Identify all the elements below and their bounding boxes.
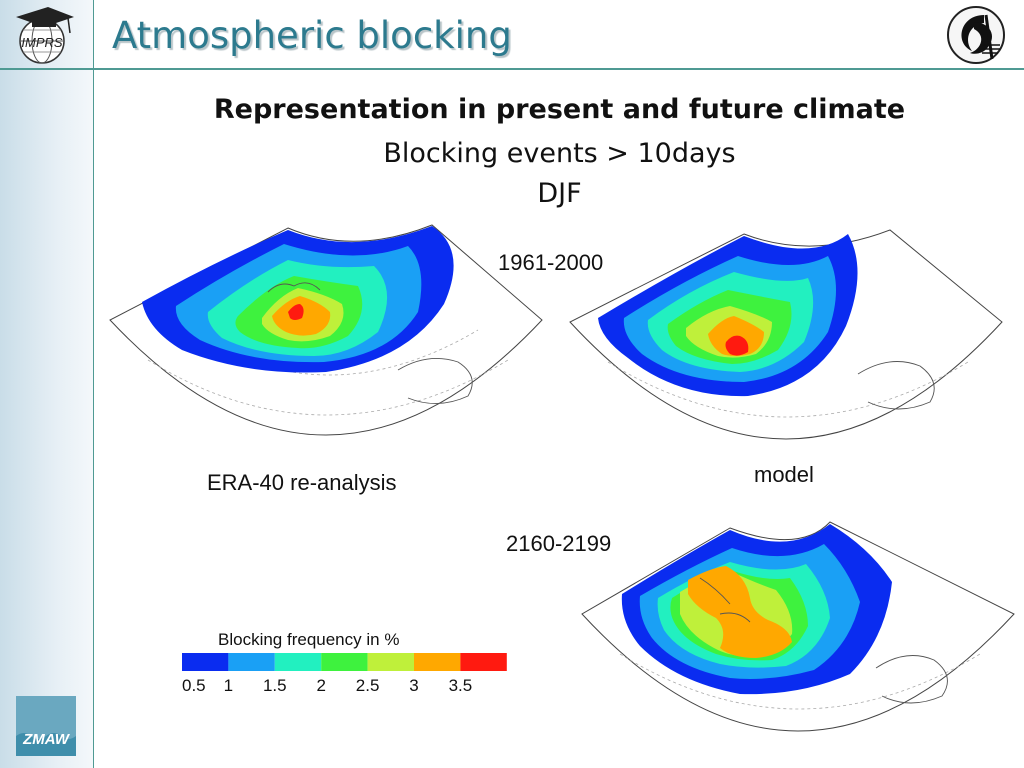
colorbar-tick-label: 2.5 bbox=[356, 676, 380, 692]
label-era40: ERA-40 re-analysis bbox=[207, 470, 397, 495]
imprs-logo: IMPRS bbox=[16, 7, 74, 64]
svg-text:ZMAW: ZMAW bbox=[22, 731, 71, 748]
colorbar-swatch bbox=[414, 653, 461, 671]
colorbar-tick-label: 2 bbox=[316, 676, 325, 692]
season-label: DJF bbox=[537, 178, 582, 209]
colorbar-swatch bbox=[228, 653, 275, 671]
period-label-present: 1961-2000 bbox=[498, 250, 604, 275]
slide-heading: Representation in present and future cli… bbox=[213, 94, 906, 125]
colorbar-tick-label: 0.5 bbox=[182, 676, 206, 692]
institute-logo bbox=[947, 6, 1005, 64]
label-model: model bbox=[754, 462, 814, 487]
colorbar-swatch bbox=[182, 653, 229, 671]
period-label-future: 2160-2199 bbox=[506, 531, 612, 556]
colorbar-tick-label: 1.5 bbox=[263, 676, 287, 692]
colorbar-tick-label: 1 bbox=[224, 676, 233, 692]
sidebar-band bbox=[0, 0, 94, 768]
header-divider bbox=[0, 68, 1024, 70]
colorbar: 0.5 1 1.5 2 2.5 3 3.5 bbox=[182, 653, 507, 692]
zmaw-logo: ZMAW bbox=[16, 696, 76, 756]
svg-text:IMPRS: IMPRS bbox=[21, 35, 63, 50]
slide-title: Atmospheric blocking bbox=[112, 14, 512, 57]
colorbar-swatch bbox=[274, 653, 322, 671]
colorbar-swatch bbox=[367, 653, 414, 671]
map-model-future bbox=[581, 521, 1015, 732]
colorbar-tick-label: 3 bbox=[409, 676, 418, 692]
colorbar-title: Blocking frequency in % bbox=[218, 630, 400, 649]
colorbar-swatch bbox=[321, 653, 368, 671]
colorbar-swatch bbox=[460, 653, 507, 671]
colorbar-tick-label: 3.5 bbox=[449, 676, 473, 692]
map-era40 bbox=[109, 224, 543, 436]
map-model-present bbox=[569, 229, 1003, 440]
slide-subheading: Blocking events > 10days bbox=[383, 138, 736, 169]
